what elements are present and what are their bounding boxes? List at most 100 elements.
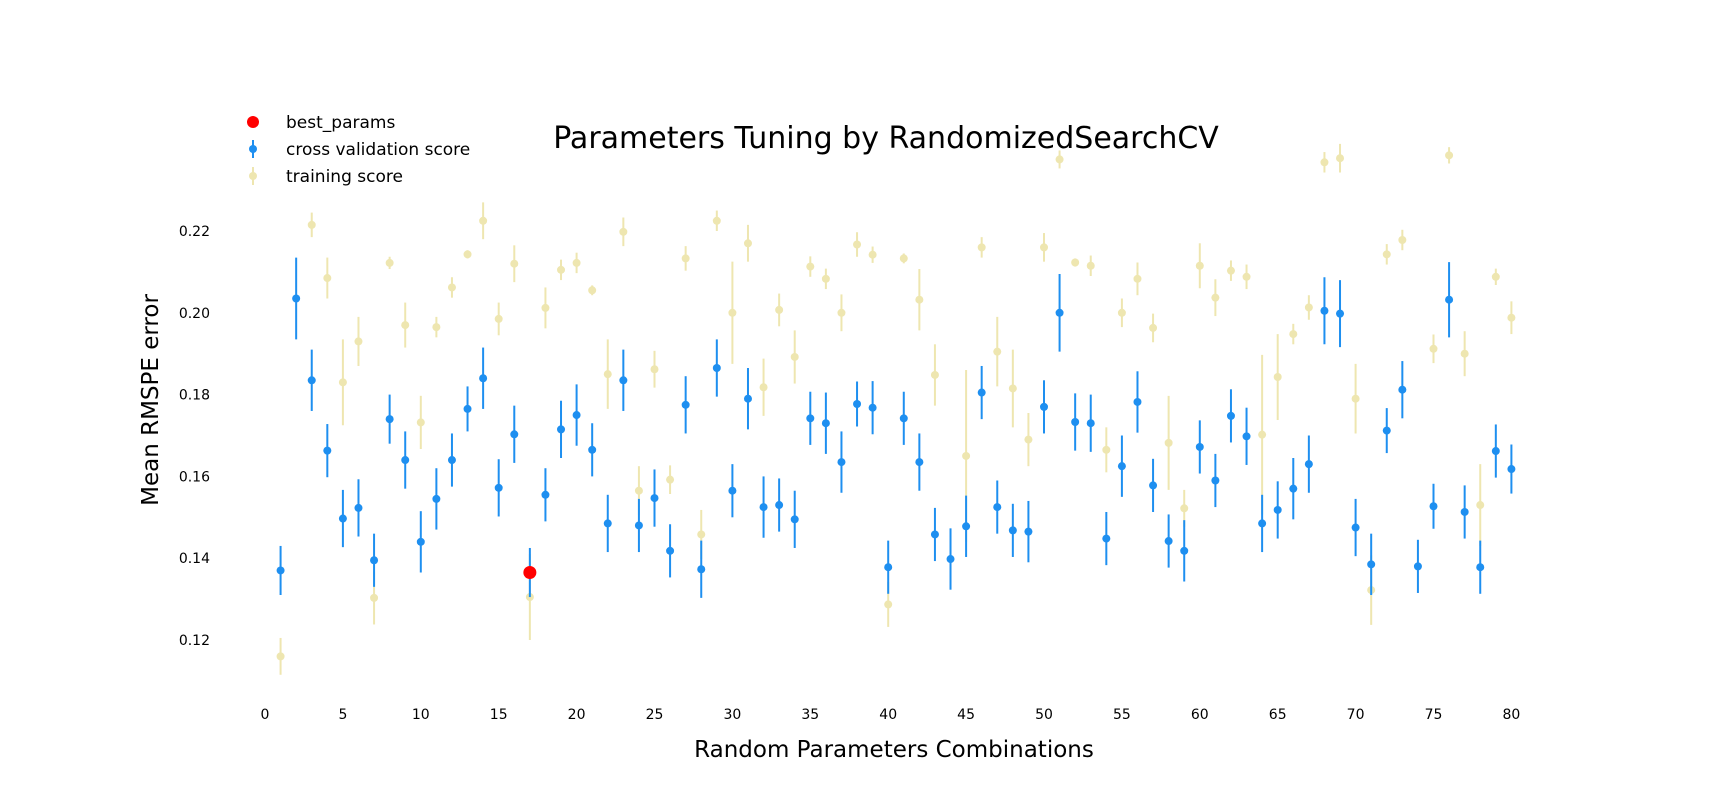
training-score-point — [1117, 308, 1126, 317]
y-tick-label: 0.16 — [179, 469, 210, 485]
training-score-point — [634, 486, 643, 495]
cv-score-point — [1382, 426, 1391, 435]
training-score-point — [572, 258, 581, 267]
y-tick-label: 0.18 — [179, 388, 210, 404]
x-tick-label: 35 — [801, 707, 819, 723]
cv-score-point — [323, 446, 332, 455]
cv-score-point — [1211, 476, 1220, 485]
training-score-point — [899, 254, 908, 263]
cv-score-point — [370, 556, 379, 565]
cv-score-point — [853, 400, 862, 409]
cv-score-point — [946, 555, 955, 564]
cv-score-point — [1242, 432, 1251, 441]
training-score-point — [1180, 504, 1189, 513]
x-tick-label: 65 — [1269, 707, 1287, 723]
cv-score-point — [588, 445, 597, 454]
training-score-point — [323, 274, 332, 283]
training-score-point — [416, 418, 425, 427]
training-score-point — [1304, 303, 1313, 312]
training-score-point — [650, 365, 659, 374]
x-tick-label: 40 — [879, 707, 897, 723]
training-score-point — [775, 305, 784, 314]
x-tick-label: 20 — [568, 707, 586, 723]
training-score-point — [1055, 155, 1064, 164]
best-params-series — [523, 566, 537, 580]
cv-score-point — [1117, 462, 1126, 471]
cv-score-point — [1071, 418, 1080, 427]
cv-score-point — [1289, 484, 1298, 493]
x-tick-label: 0 — [261, 707, 270, 723]
training-score-point — [697, 530, 706, 539]
cv-score-point — [837, 458, 846, 467]
x-tick-label: 45 — [957, 707, 975, 723]
training-score-point — [962, 451, 971, 460]
cv-series — [276, 257, 1516, 598]
cv-score-point — [884, 563, 893, 572]
cv-score-point — [1367, 560, 1376, 569]
training-score-point — [1226, 266, 1235, 275]
cv-score-point — [728, 486, 737, 495]
cv-score-point — [775, 501, 784, 510]
x-tick-label: 60 — [1191, 707, 1209, 723]
training-score-point — [853, 240, 862, 249]
x-tick-label: 70 — [1347, 707, 1365, 723]
x-tick-label: 75 — [1425, 707, 1443, 723]
training-score-point — [977, 243, 986, 252]
cv-score-point — [915, 458, 924, 467]
cv-score-point — [1507, 465, 1516, 474]
cv-score-point — [1133, 397, 1142, 406]
training-score-point — [1242, 272, 1251, 281]
training-score-point — [1149, 323, 1158, 332]
training-score-point — [557, 265, 566, 274]
cv-score-point — [463, 404, 472, 413]
cv-score-point — [1413, 562, 1422, 571]
cv-score-point — [307, 376, 316, 385]
cv-score-point — [1336, 309, 1345, 318]
cv-score-point — [681, 400, 690, 409]
cv-score-point — [1273, 505, 1282, 514]
training-score-point — [1351, 394, 1360, 403]
training-series — [276, 143, 1516, 675]
cv-score-point — [697, 565, 706, 574]
cv-score-point — [666, 546, 675, 555]
training-score-point — [447, 283, 456, 292]
training-score-point — [1289, 330, 1298, 339]
cv-score-point — [479, 374, 488, 383]
x-tick-label: 55 — [1113, 707, 1131, 723]
x-tick-label: 30 — [723, 707, 741, 723]
training-score-point — [1086, 261, 1095, 270]
training-score-point — [1445, 151, 1454, 160]
cv-score-point — [759, 503, 768, 512]
training-score-point — [728, 308, 737, 317]
legend-cv-marker — [249, 145, 257, 153]
training-score-point — [588, 286, 597, 295]
cv-score-point — [1102, 534, 1111, 543]
cv-score-point — [977, 388, 986, 397]
cv-score-point — [743, 394, 752, 403]
training-score-point — [1476, 501, 1485, 510]
training-score-point — [276, 652, 285, 661]
training-score-point — [385, 258, 394, 267]
y-tick-label: 0.12 — [179, 633, 210, 649]
cv-score-point — [650, 494, 659, 503]
x-tick-label: 80 — [1502, 707, 1520, 723]
training-score-point — [1273, 373, 1282, 382]
training-score-point — [401, 321, 410, 330]
training-score-point — [868, 250, 877, 259]
cv-score-point — [416, 537, 425, 546]
training-score-point — [1336, 154, 1345, 163]
legend-label-train: training score — [286, 167, 403, 187]
training-score-point — [884, 600, 893, 609]
cv-score-point — [338, 514, 347, 523]
legend-label-cv: cross validation score — [286, 140, 470, 160]
cv-score-point — [1008, 526, 1017, 535]
training-score-point — [494, 314, 503, 323]
training-score-point — [821, 274, 830, 283]
training-score-point — [432, 323, 441, 332]
cv-score-point — [790, 515, 799, 524]
legend-train-marker — [249, 172, 257, 180]
cv-score-point — [806, 414, 815, 423]
cv-score-point — [1086, 419, 1095, 428]
x-tick-label: 25 — [646, 707, 664, 723]
